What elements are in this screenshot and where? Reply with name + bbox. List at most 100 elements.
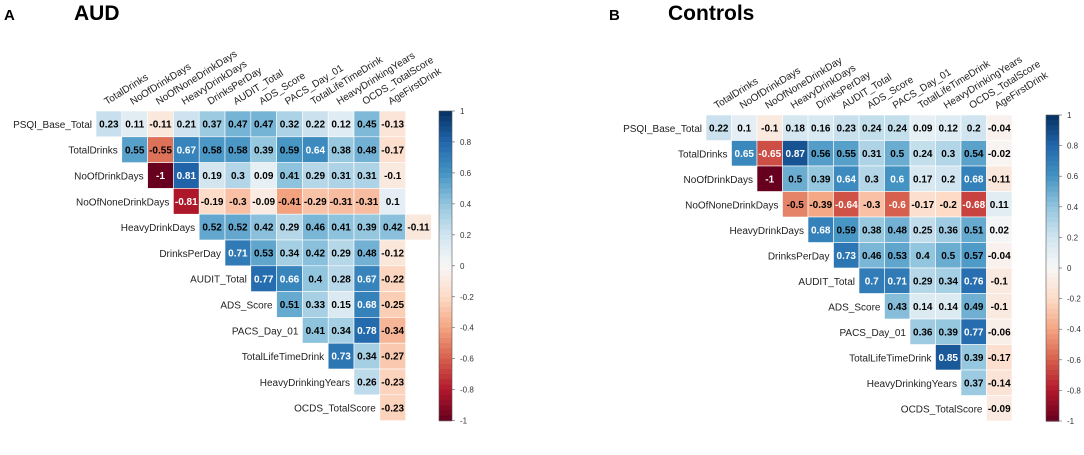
panel-letter: B (609, 7, 620, 24)
cell-value-label: 0.14 (913, 302, 933, 313)
heatmap-cell (147, 136, 174, 163)
colorbar-tick-label: 0.8 (460, 138, 472, 147)
heatmap-cell (302, 317, 329, 344)
cell-value-label: 0.73 (331, 352, 351, 363)
cell-value-label: -0.1 (761, 123, 779, 134)
cell-value-label: 0.09 (913, 123, 933, 134)
colorbar-segment (439, 369, 452, 375)
cell-value-label: 0.24 (888, 123, 908, 134)
cell-value-label: 0.5 (890, 149, 904, 160)
heatmap-cell (379, 110, 406, 138)
colorbar-segment (1046, 237, 1059, 244)
colorbar-segment (439, 379, 452, 386)
heatmap-cell (276, 239, 303, 267)
heatmap-cell (935, 114, 962, 141)
row-label: DrinksPerDay (768, 251, 830, 262)
cell-value-label: 0.46 (862, 251, 882, 262)
cell-value-label: 0.09 (254, 171, 274, 182)
colorbar: 1 0.8 0.6 0.4 0.2 0 -0.2 -0.4 -0.6 -0.8 -1 (438, 107, 474, 426)
cell-value-label: -0.23 (381, 403, 404, 414)
heatmap-cell (909, 191, 936, 218)
colorbar-segment (439, 415, 452, 422)
cell-value-label: 0.64 (837, 174, 857, 185)
cell-value-label: 0.55 (125, 145, 145, 156)
cell-value-label: -0.1 (991, 302, 1009, 313)
colorbar-segment (1046, 181, 1059, 187)
colorbar-segment (1046, 217, 1059, 223)
colorbar-segment (1046, 171, 1059, 177)
cell-value-label: -0.55 (149, 145, 172, 156)
cell-value-label: 0.12 (939, 123, 959, 134)
colorbar-segment (1046, 288, 1059, 295)
heatmap-cell (379, 265, 406, 292)
heatmap-cell (756, 114, 783, 141)
colorbar-segment (439, 332, 452, 339)
colorbar-segment (439, 260, 452, 267)
colorbar-segment (1046, 222, 1059, 228)
row-label: PACS_Day_01 (232, 326, 299, 337)
cell-value-label: 0.58 (228, 145, 248, 156)
row-label: TotalDrinks (68, 146, 117, 157)
cell-value-label: 0.34 (357, 352, 377, 363)
heatmap-cell (935, 318, 962, 345)
heatmap-cell (224, 136, 252, 163)
cell-value-label: 0.31 (862, 149, 882, 160)
cell-value-label: -0.39 (809, 200, 832, 211)
colorbar-segment (439, 281, 452, 288)
colorbar-tick-label: -0.4 (460, 324, 474, 333)
heatmap-cell (250, 265, 277, 292)
colorbar-segment (1046, 380, 1059, 386)
cell-value-label: 0.31 (357, 171, 377, 182)
heatmap-cell (986, 242, 1013, 269)
heatmap-cell (960, 267, 987, 294)
cell-value-label: 0.58 (202, 145, 222, 156)
colorbar-segment (1046, 242, 1059, 249)
cell-value-label: 0.12 (331, 120, 351, 131)
cell-value-label: 0.59 (837, 225, 857, 236)
cell-value-label: 0.46 (306, 223, 326, 234)
heatmap-cell (302, 188, 329, 215)
cell-value-label: 0.36 (913, 327, 933, 338)
colorbar-tick-label: 0.6 (1067, 172, 1079, 181)
cell-value-label: 0.54 (964, 149, 984, 160)
cell-value-label: -0.12 (381, 249, 404, 260)
colorbar-segment (1046, 349, 1059, 356)
colorbar-segment (1046, 252, 1059, 259)
colorbar-segment (1046, 257, 1059, 264)
heatmap-cell (884, 191, 911, 218)
colorbar-segment (1046, 125, 1059, 131)
cell-value-label: 0.66 (280, 274, 300, 285)
heatmap-cell (224, 188, 252, 215)
cell-value-label: -0.23 (381, 378, 404, 389)
colorbar-tick-label: 0 (460, 262, 465, 271)
cell-value-label: 0.4 (308, 274, 322, 285)
cell-value-label: 0.77 (254, 274, 274, 285)
colorbar-tick-label: -1 (460, 417, 468, 426)
colorbar-segment (1046, 150, 1059, 157)
cell-value-label: 0.45 (357, 120, 377, 131)
colorbar-segment (439, 219, 452, 226)
cell-value-label: 0.77 (964, 327, 984, 338)
cell-value-label: 0.02 (990, 225, 1010, 236)
colorbar-segment (439, 250, 452, 257)
cell-value-label: 0.42 (383, 223, 403, 234)
heatmap-cell (276, 162, 303, 189)
heatmap-cell (935, 293, 962, 320)
heatmap-cell (884, 242, 911, 269)
heatmap-cell (379, 342, 406, 370)
heatmap-cell (250, 162, 277, 189)
cell-value-label: -0.65 (758, 149, 781, 160)
colorbar-segment (439, 136, 452, 143)
colorbar-segment (439, 276, 452, 282)
heatmap-cell (353, 291, 381, 318)
colorbar-segment (439, 353, 452, 360)
heatmap-cell (327, 239, 355, 267)
cell-value-label: 0.23 (99, 120, 119, 131)
cell-value-label: 0.59 (280, 145, 300, 156)
cell-value-label: 0.41 (331, 223, 351, 234)
cell-value-label: 0.11 (990, 200, 1009, 211)
cell-value-label: -0.34 (381, 326, 404, 337)
heatmap-cell (302, 213, 329, 241)
colorbar-tick-label: -1 (1067, 417, 1075, 426)
